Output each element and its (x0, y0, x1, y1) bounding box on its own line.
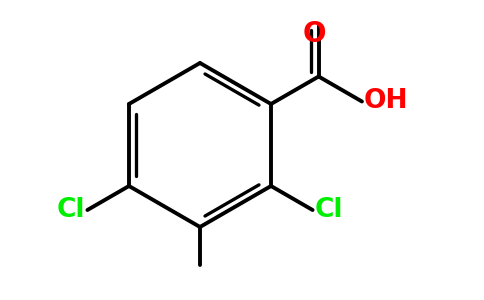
Text: Cl: Cl (315, 197, 343, 223)
Text: Cl: Cl (57, 197, 85, 223)
Text: O: O (303, 20, 326, 49)
Text: OH: OH (364, 88, 408, 115)
